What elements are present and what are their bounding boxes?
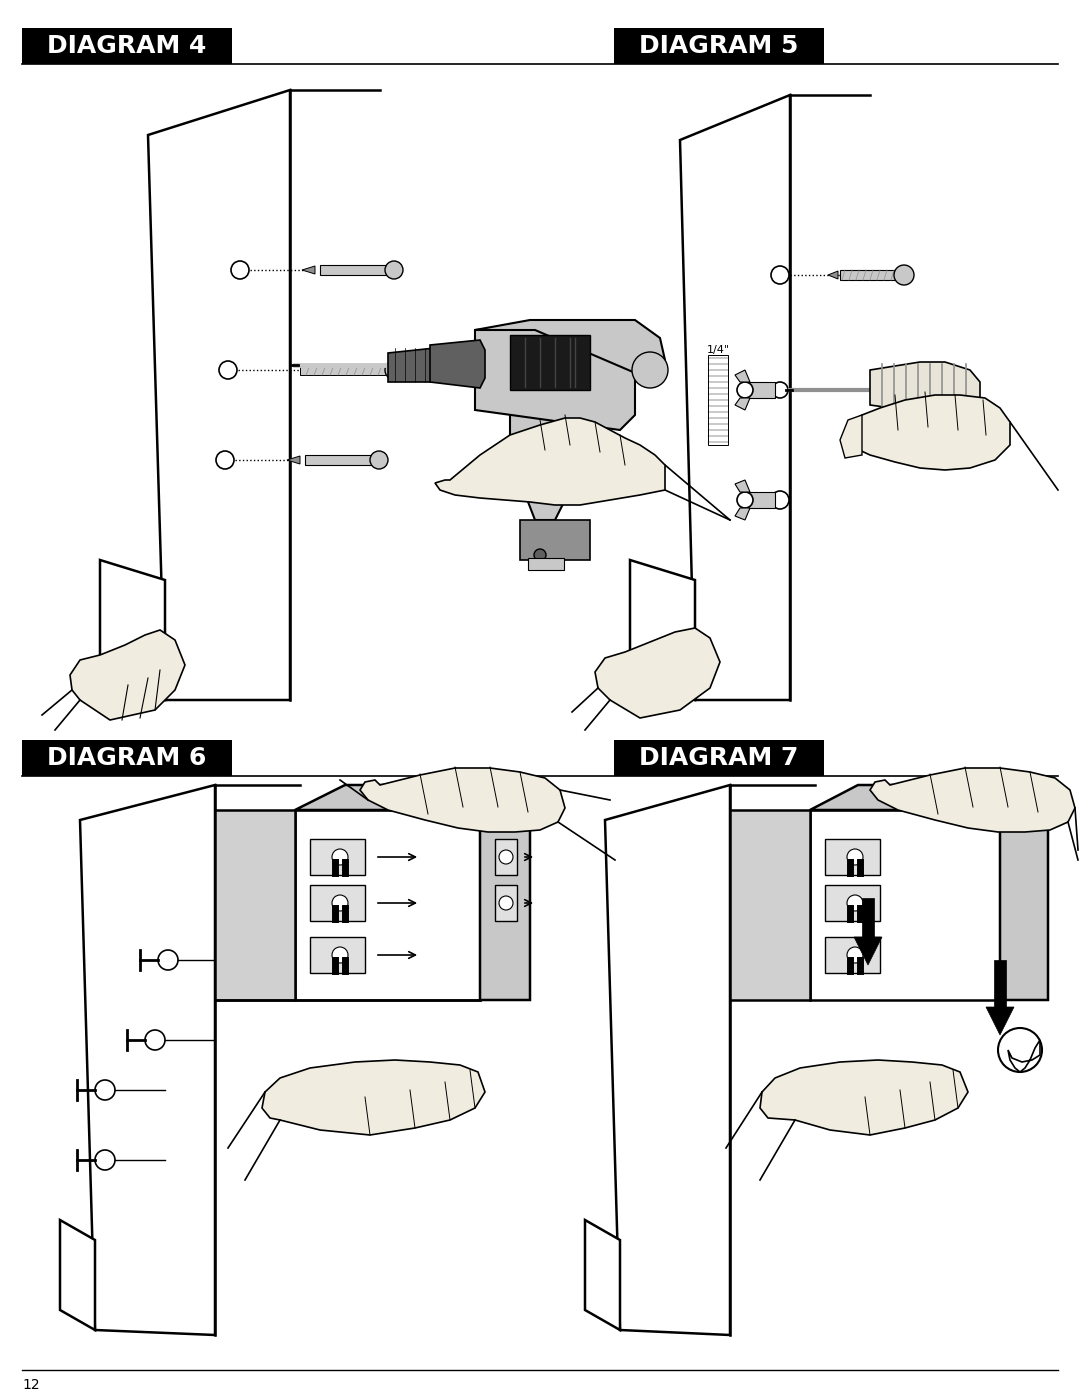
Circle shape: [95, 1080, 114, 1099]
Bar: [615, 740, 824, 775]
Circle shape: [332, 947, 348, 963]
Bar: [825, 886, 880, 921]
Circle shape: [332, 895, 348, 911]
Polygon shape: [360, 768, 565, 833]
Polygon shape: [388, 348, 435, 381]
Polygon shape: [595, 629, 720, 718]
Polygon shape: [262, 1060, 485, 1134]
Bar: [22, 28, 232, 64]
Polygon shape: [862, 898, 874, 937]
Polygon shape: [510, 408, 580, 520]
Circle shape: [145, 1030, 165, 1051]
Circle shape: [771, 265, 789, 284]
Circle shape: [534, 549, 546, 562]
Bar: [310, 886, 365, 921]
Polygon shape: [760, 1060, 968, 1134]
Bar: [310, 937, 365, 972]
Polygon shape: [215, 810, 295, 1000]
Circle shape: [158, 950, 178, 970]
Polygon shape: [840, 415, 862, 458]
Circle shape: [216, 451, 234, 469]
Text: DIAGRAM 7: DIAGRAM 7: [639, 746, 799, 770]
Polygon shape: [986, 1007, 1014, 1035]
Polygon shape: [300, 365, 390, 374]
Circle shape: [231, 261, 249, 279]
Polygon shape: [287, 455, 300, 464]
Circle shape: [894, 265, 914, 285]
Bar: [825, 937, 880, 972]
Polygon shape: [302, 265, 315, 274]
Polygon shape: [295, 810, 480, 1000]
Text: 12: 12: [22, 1377, 40, 1391]
Polygon shape: [735, 398, 750, 409]
Polygon shape: [100, 560, 165, 700]
Polygon shape: [870, 362, 980, 415]
Circle shape: [95, 1150, 114, 1171]
Text: DIAGRAM 5: DIAGRAM 5: [639, 34, 799, 59]
Polygon shape: [605, 785, 730, 1336]
Polygon shape: [748, 492, 775, 509]
Polygon shape: [810, 810, 1000, 1000]
Circle shape: [737, 492, 753, 509]
Circle shape: [847, 947, 863, 963]
Polygon shape: [80, 785, 215, 1336]
Circle shape: [384, 360, 405, 380]
Polygon shape: [828, 271, 838, 279]
Bar: [825, 840, 880, 875]
Polygon shape: [680, 95, 789, 700]
Bar: [519, 520, 590, 560]
Bar: [495, 840, 517, 875]
Bar: [22, 740, 232, 775]
Circle shape: [499, 895, 513, 909]
Polygon shape: [1000, 785, 1048, 1000]
Polygon shape: [870, 768, 1075, 833]
Bar: [528, 557, 564, 570]
Polygon shape: [585, 1220, 620, 1330]
Bar: [310, 840, 365, 875]
Polygon shape: [305, 455, 375, 465]
Polygon shape: [70, 630, 185, 719]
Polygon shape: [430, 339, 485, 388]
Polygon shape: [630, 560, 696, 700]
Polygon shape: [435, 418, 665, 504]
Bar: [510, 335, 590, 390]
Polygon shape: [848, 395, 1010, 469]
Polygon shape: [480, 785, 530, 1000]
Polygon shape: [994, 960, 1005, 1007]
Circle shape: [332, 849, 348, 865]
Bar: [615, 28, 824, 64]
Text: 1/4": 1/4": [706, 345, 730, 355]
Polygon shape: [748, 381, 775, 398]
Polygon shape: [1008, 1039, 1040, 1071]
Circle shape: [771, 490, 789, 509]
Circle shape: [384, 261, 403, 279]
Polygon shape: [735, 481, 750, 492]
Polygon shape: [295, 785, 530, 810]
Bar: [708, 355, 728, 446]
Circle shape: [370, 451, 388, 469]
Polygon shape: [475, 320, 665, 374]
Circle shape: [772, 381, 788, 398]
Text: DIAGRAM 4: DIAGRAM 4: [48, 34, 206, 59]
Polygon shape: [148, 89, 291, 700]
Polygon shape: [60, 1220, 95, 1330]
Circle shape: [998, 1028, 1042, 1071]
Circle shape: [737, 381, 753, 398]
Circle shape: [847, 849, 863, 865]
Polygon shape: [854, 937, 882, 965]
Polygon shape: [730, 810, 810, 1000]
Polygon shape: [840, 270, 900, 279]
Circle shape: [499, 849, 513, 863]
Circle shape: [219, 360, 237, 379]
Text: DIAGRAM 6: DIAGRAM 6: [48, 746, 206, 770]
Polygon shape: [475, 320, 635, 430]
Polygon shape: [735, 370, 750, 381]
Polygon shape: [320, 265, 390, 275]
Circle shape: [632, 352, 669, 388]
Circle shape: [847, 895, 863, 911]
Polygon shape: [735, 509, 750, 520]
Polygon shape: [810, 785, 1048, 810]
Bar: [495, 886, 517, 921]
